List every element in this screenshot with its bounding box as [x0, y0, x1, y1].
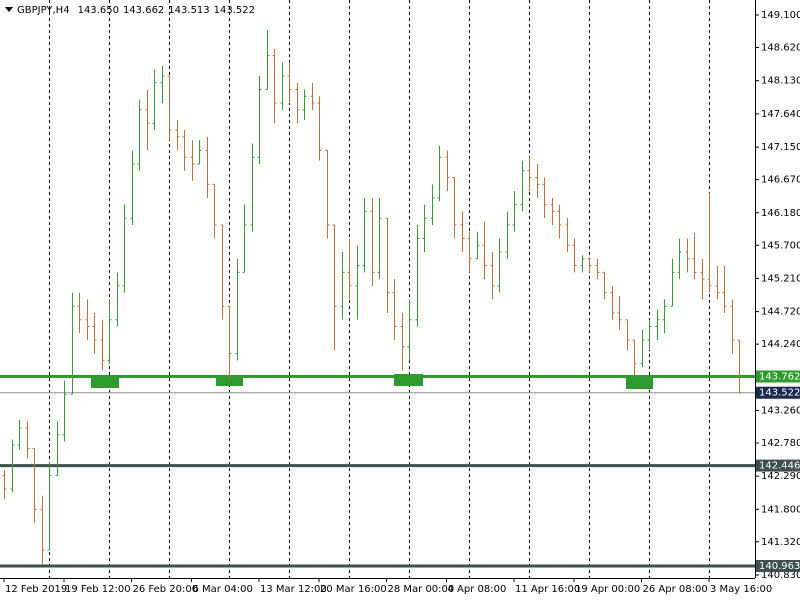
price-level-label-box	[756, 560, 800, 573]
y-tick-label: 142.780	[761, 438, 800, 449]
zone-markers	[91, 374, 653, 389]
y-tick-label: 141.320	[761, 537, 800, 548]
title-value: 143.513	[168, 5, 209, 16]
y-tick-label: 141.800	[761, 504, 800, 515]
x-tick-label: 19 Feb 12:00	[65, 584, 131, 595]
y-tick-label: 145.210	[761, 273, 800, 284]
x-tick-label: 26 Apr 08:00	[643, 584, 708, 595]
zone-marker	[626, 377, 653, 389]
y-tick-label: 148.130	[761, 76, 800, 87]
x-tick-label: 3 May 16:00	[710, 584, 772, 595]
price-level-label-box	[756, 370, 800, 383]
x-tick-label: 12 Feb 2019	[5, 584, 67, 595]
price-level-label: 140.963	[759, 561, 800, 572]
title-value: 143.662	[123, 5, 164, 16]
y-tick-label: 144.240	[761, 339, 800, 350]
chart-menu-arrow[interactable]	[5, 7, 13, 12]
chart-title-values: 143.650 143.662 143.513 143.522	[78, 5, 255, 16]
chart-symbol: GBPJPY,H4	[17, 5, 70, 16]
x-tick-label: 4 Apr 08:00	[448, 584, 507, 595]
x-tick-label: 26 Feb 20:00	[133, 584, 199, 595]
x-tick-label: 6 Mar 04:00	[193, 584, 253, 595]
y-tick-label: 146.670	[761, 175, 800, 186]
price-level-label: 143.522	[759, 388, 800, 399]
y-tick-label: 149.100	[761, 10, 800, 21]
x-tick-label: 28 Mar 00:00	[388, 584, 455, 595]
title-value: 143.522	[214, 5, 255, 16]
y-tick-label: 146.180	[761, 208, 800, 219]
x-tick-label: 20 Mar 16:00	[320, 584, 387, 595]
y-tick-label: 143.260	[761, 405, 800, 416]
price-axis: 149.100 148.620 148.130 147.640 147.150 146.6…	[755, 10, 800, 581]
zone-marker	[394, 374, 423, 386]
levels	[0, 374, 755, 568]
x-tick-label: 11 Apr 16:00	[515, 584, 580, 595]
price-bars	[2, 29, 742, 565]
price-level-label: 142.446	[759, 461, 800, 472]
price-level-label-box	[756, 459, 800, 472]
price-level-label-box	[756, 386, 800, 399]
zone-marker	[216, 376, 243, 386]
y-tick-label: 148.620	[761, 43, 800, 54]
y-tick-label: 147.150	[761, 142, 800, 153]
y-tick-label: 142.290	[761, 471, 800, 482]
zone-marker	[91, 376, 119, 388]
price-level-label: 143.762	[759, 371, 800, 382]
x-tick-label: 13 Mar 12:00	[260, 584, 327, 595]
x-tick-label: 19 Apr 00:00	[575, 584, 640, 595]
y-tick-label: 144.720	[761, 307, 800, 318]
y-tick-label: 145.700	[761, 240, 800, 251]
y-tick-label: 140.830	[761, 570, 800, 581]
title-value: 143.650	[78, 5, 119, 16]
y-tick-label: 147.640	[761, 109, 800, 120]
